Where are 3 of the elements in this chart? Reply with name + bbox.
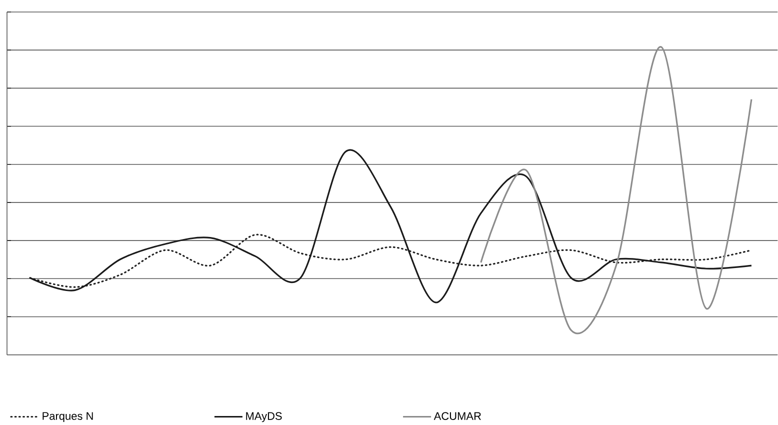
legend-label: ACUMAR — [434, 412, 481, 420]
legend-label: Parques N — [42, 412, 93, 422]
legend-label: MAyDS — [246, 412, 282, 422]
